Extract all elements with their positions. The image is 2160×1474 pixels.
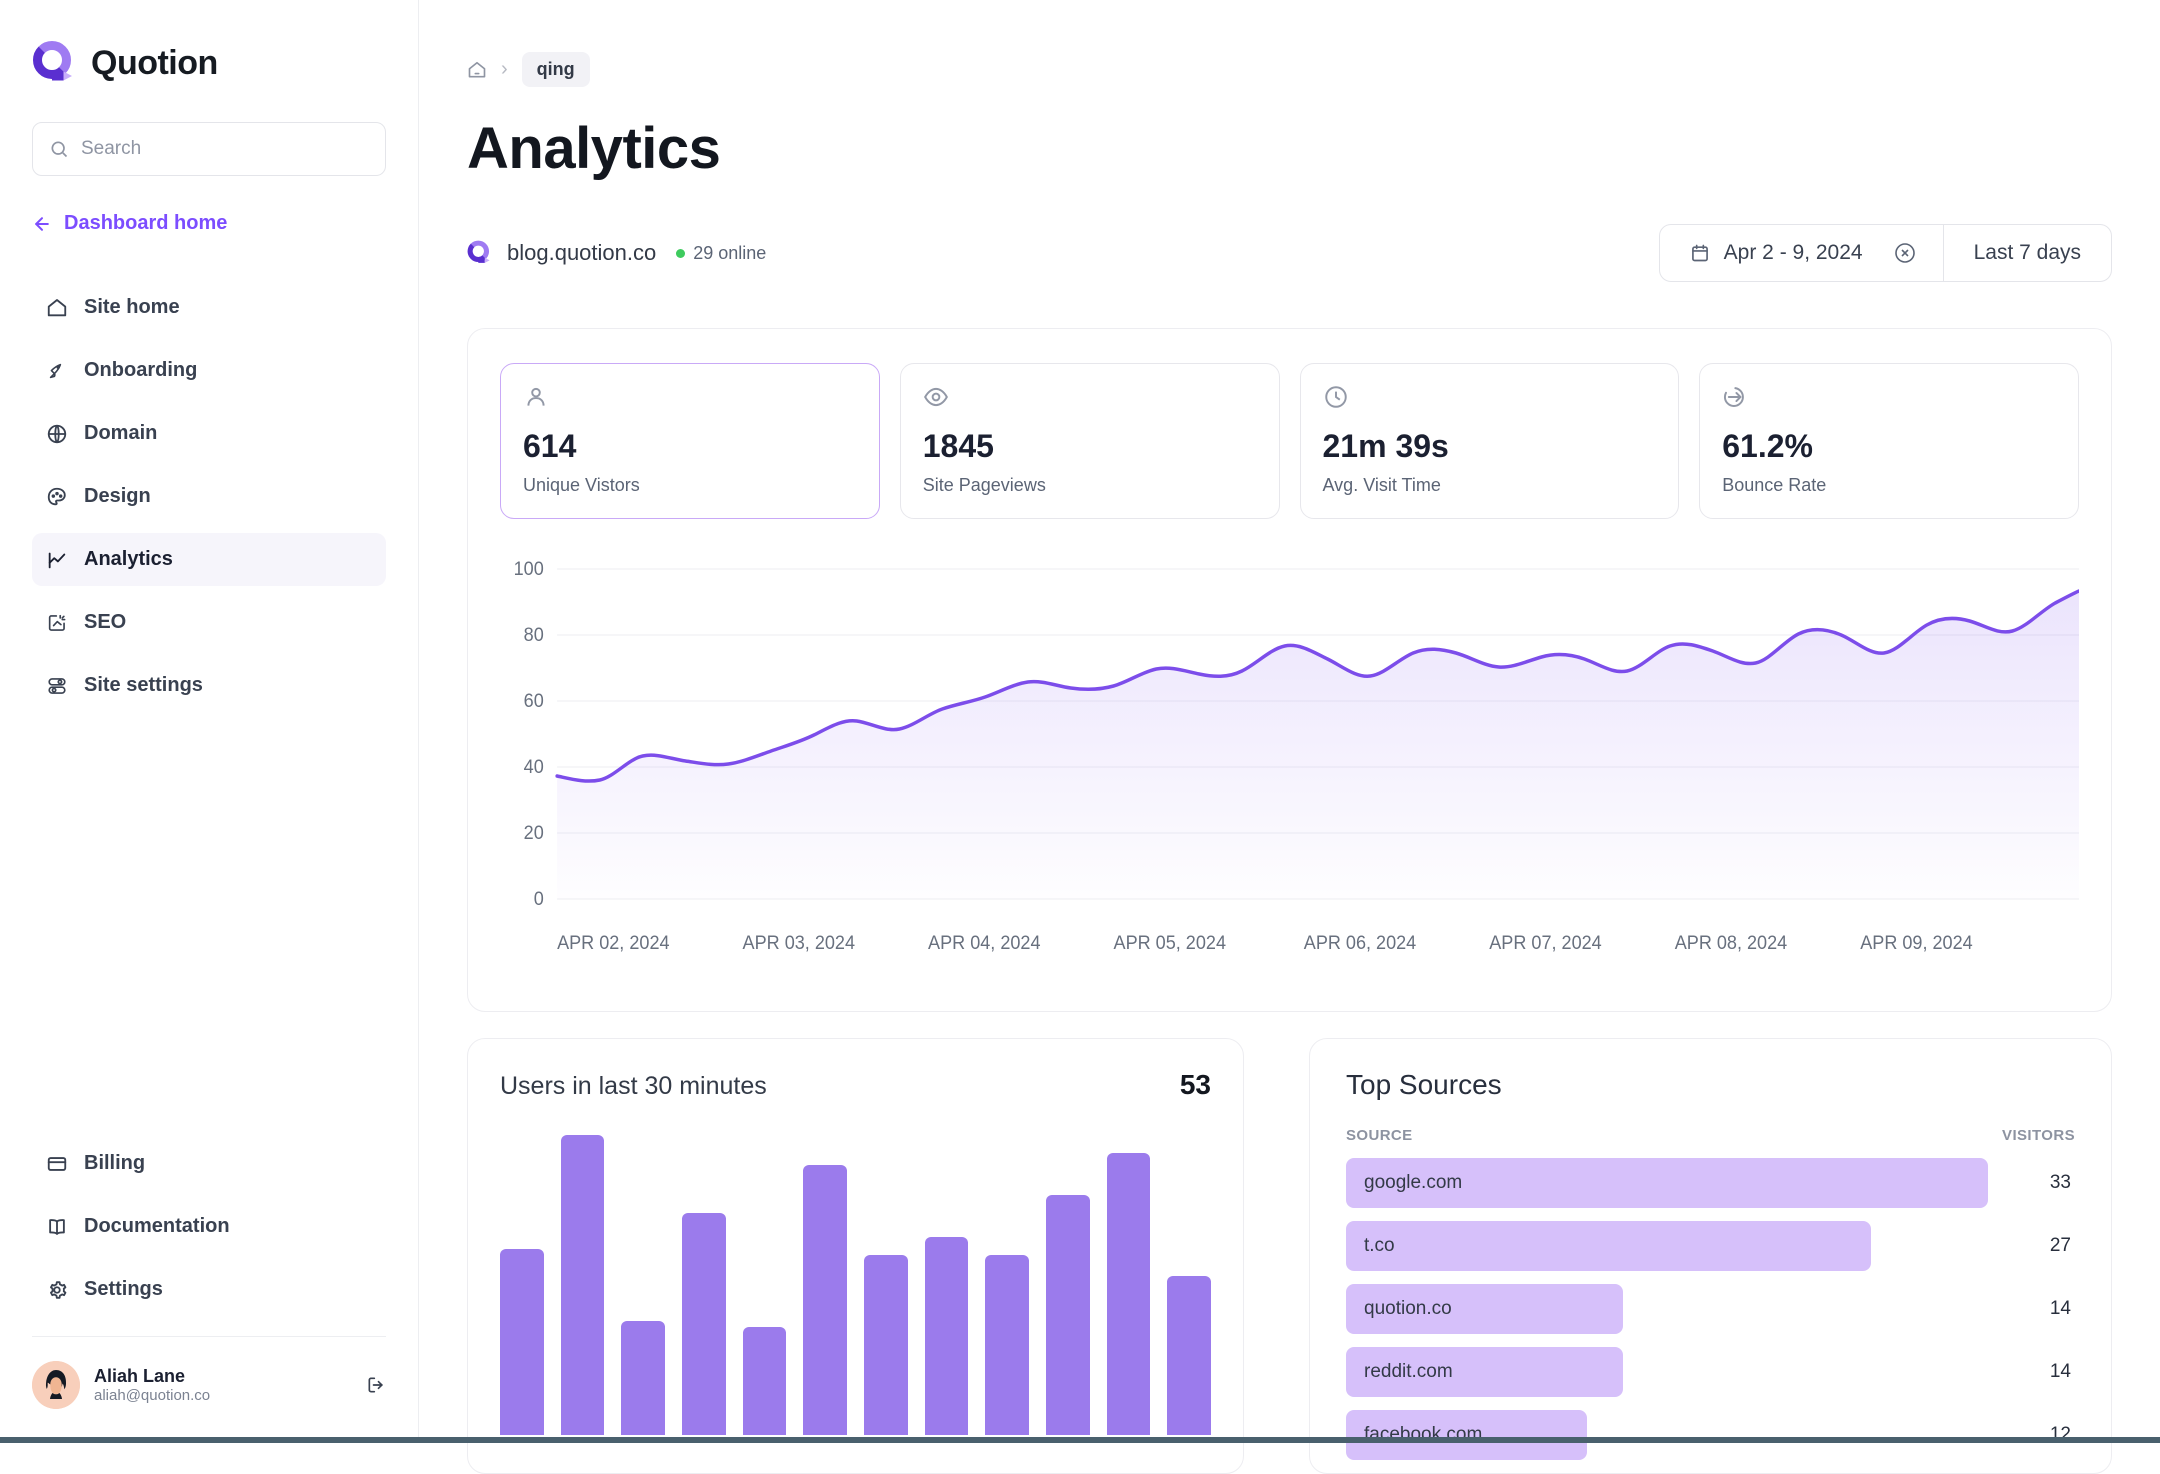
svg-text:APR 06, 2024: APR 06, 2024	[1304, 932, 1416, 954]
svg-text:APR 03, 2024: APR 03, 2024	[743, 932, 855, 954]
svg-text:APR 09, 2024: APR 09, 2024	[1860, 932, 1972, 954]
svg-text:40: 40	[524, 756, 544, 778]
svg-text:APR 04, 2024: APR 04, 2024	[928, 932, 1040, 954]
svg-text:80: 80	[524, 624, 544, 646]
svg-text:APR 02, 2024: APR 02, 2024	[557, 932, 669, 954]
svg-text:APR 08, 2024: APR 08, 2024	[1675, 932, 1787, 954]
svg-text:0: 0	[534, 888, 544, 910]
svg-text:APR 07, 2024: APR 07, 2024	[1489, 932, 1601, 954]
svg-text:APR 05, 2024: APR 05, 2024	[1114, 932, 1226, 954]
svg-text:100: 100	[514, 558, 544, 580]
svg-text:60: 60	[524, 690, 544, 712]
svg-text:20: 20	[524, 822, 544, 844]
